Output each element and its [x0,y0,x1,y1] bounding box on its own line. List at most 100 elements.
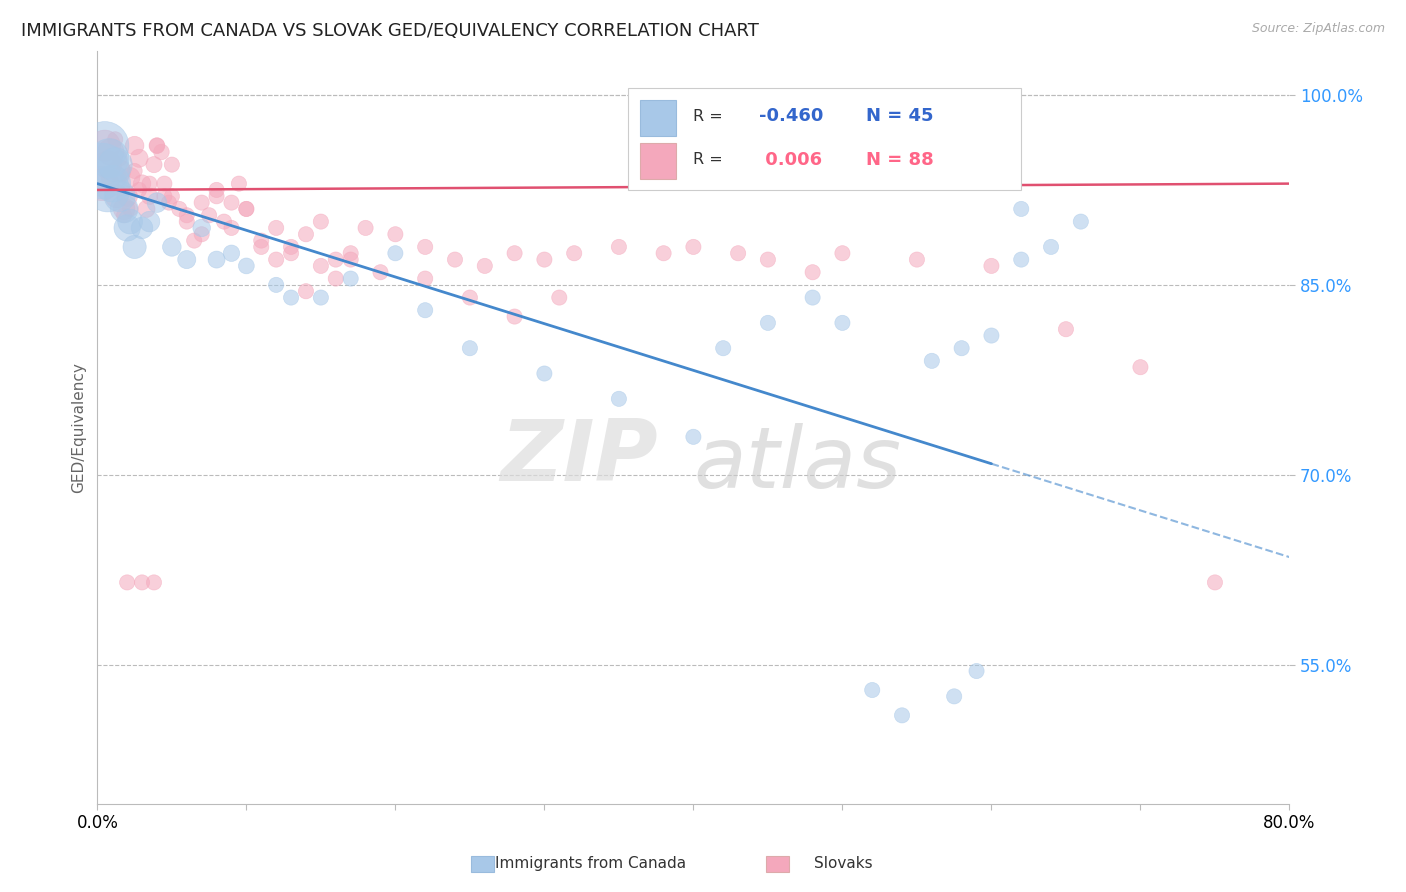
Point [801,265,824,279]
Point [325,271,347,285]
Point [131,177,153,191]
Text: ZIP: ZIP [501,416,658,499]
Point [94,138,117,153]
Point [235,259,257,273]
Point [120,214,142,228]
Point [607,240,630,254]
Point [458,341,481,355]
Point [131,221,153,235]
Point [108,189,131,203]
Point [264,252,287,267]
Point [264,221,287,235]
Point [413,271,436,285]
Point [98,151,121,165]
Point [198,208,221,222]
Point [115,575,138,590]
Point [183,234,205,248]
Point [562,246,585,260]
Point [205,252,228,267]
Point [980,328,1002,343]
Point [101,177,124,191]
Point [221,221,243,235]
Point [97,158,120,172]
Point [1010,252,1032,267]
Point [105,189,128,203]
Point [176,208,198,222]
Point [1070,214,1092,228]
Text: 0.006: 0.006 [759,151,823,169]
Point [652,246,675,260]
Text: Source: ZipAtlas.com: Source: ZipAtlas.com [1251,22,1385,36]
Point [221,195,243,210]
Point [339,246,361,260]
Point [94,138,117,153]
Point [1040,240,1063,254]
Point [221,246,243,260]
Point [100,145,122,159]
Point [153,177,176,191]
Point [108,151,131,165]
Point [104,158,127,172]
Text: atlas: atlas [693,424,901,507]
Point [384,246,406,260]
Point [548,291,571,305]
Point [143,575,166,590]
Point [474,259,496,273]
Point [90,177,112,191]
Point [176,214,198,228]
Point [503,246,526,260]
Y-axis label: GED/Equivalency: GED/Equivalency [72,362,86,492]
Point [150,145,173,159]
Point [138,177,160,191]
Point [831,246,853,260]
Text: N = 45: N = 45 [866,107,934,125]
Point [533,252,555,267]
Point [97,183,120,197]
Point [250,240,273,254]
Text: R =: R = [693,109,728,124]
Point [205,183,228,197]
Point [153,189,176,203]
Point [309,259,332,273]
Point [124,240,146,254]
Point [143,158,166,172]
Point [115,221,138,235]
Point [160,189,183,203]
Point [104,132,127,146]
Point [128,151,150,165]
Point [533,367,555,381]
Point [157,195,180,210]
Point [205,189,228,203]
Point [103,170,125,185]
Text: IMMIGRANTS FROM CANADA VS SLOVAK GED/EQUIVALENCY CORRELATION CHART: IMMIGRANTS FROM CANADA VS SLOVAK GED/EQU… [21,22,759,40]
Point [146,138,169,153]
Point [711,341,734,355]
Point [607,392,630,406]
Point [160,240,183,254]
Bar [640,143,675,178]
Point [413,240,436,254]
Point [295,227,318,242]
Point [112,202,135,216]
Point [250,234,273,248]
Point [138,189,160,203]
Point [1129,360,1152,375]
Point [124,164,146,178]
Point [921,354,943,368]
Point [124,138,146,153]
Point [146,195,169,210]
Point [309,214,332,228]
Point [980,259,1002,273]
Point [280,240,302,254]
Point [280,291,302,305]
Point [458,291,481,305]
Point [966,664,988,678]
Point [325,252,347,267]
Point [235,202,257,216]
Point [354,221,377,235]
Point [176,252,198,267]
Point [503,310,526,324]
Text: Slovaks: Slovaks [814,856,873,871]
Point [831,316,853,330]
Point [295,284,318,298]
